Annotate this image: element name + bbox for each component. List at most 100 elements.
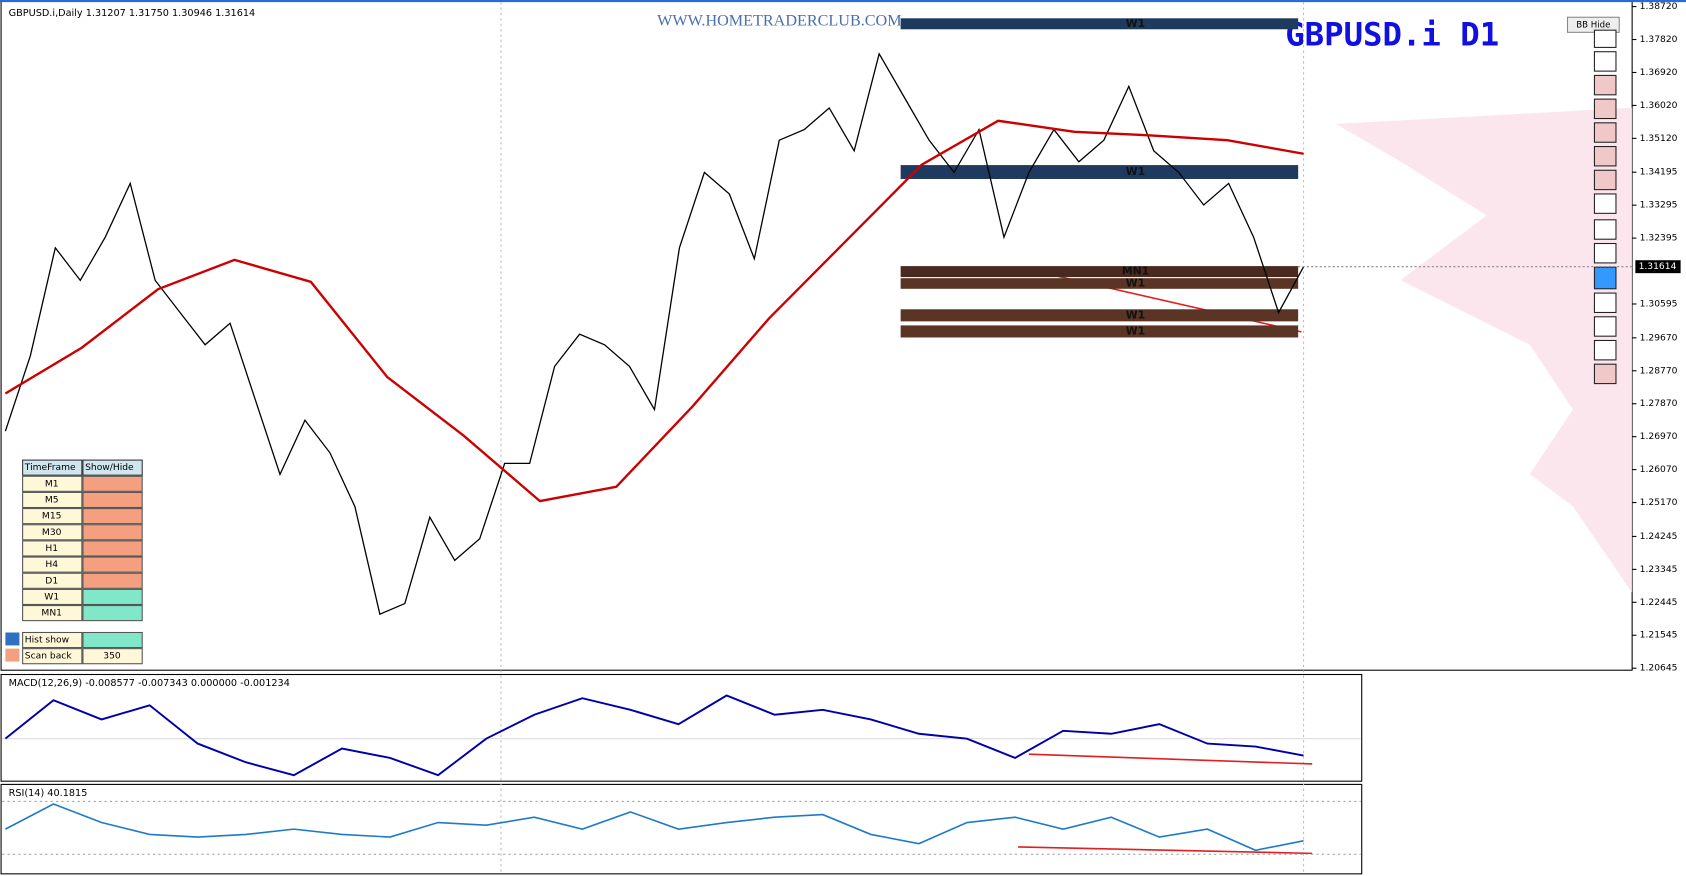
table-header-cell — [82, 459, 143, 476]
show-toggle[interactable] — [82, 588, 143, 606]
timeframe-cell[interactable] — [22, 588, 83, 606]
scan-cell — [22, 648, 83, 665]
timeframe-cell[interactable] — [22, 491, 83, 509]
timeframe-cell[interactable] — [22, 508, 83, 525]
current-price: 1.31614 — [1639, 262, 1677, 272]
y-tick-label: 1.28770 — [1640, 366, 1678, 376]
timeframe-label[interactable]: H4 — [45, 560, 58, 570]
table-header: Show/Hide — [85, 463, 134, 473]
timeframe-label[interactable]: M5 — [45, 495, 59, 505]
timeframe-label[interactable]: M15 — [42, 512, 62, 522]
show-toggle[interactable] — [82, 572, 143, 589]
y-tick-label: 1.34195 — [1640, 168, 1678, 178]
timeframe-label[interactable]: D1 — [45, 576, 58, 586]
show-toggle[interactable] — [82, 475, 143, 492]
tool-cut[interactable] — [1593, 363, 1617, 385]
tool-pen[interactable] — [1593, 74, 1617, 96]
header-text: GBPUSD.i,Daily 1.31207 1.31750 1.30946 1… — [9, 8, 256, 19]
timeframe-label[interactable]: MN1 — [41, 609, 62, 619]
hist-toggle[interactable] — [82, 631, 143, 649]
y-tick-label: 1.23345 — [1640, 565, 1678, 575]
tool-text[interactable] — [1593, 193, 1617, 214]
trendline — [1028, 753, 1313, 765]
zone — [900, 18, 1299, 30]
price-line — [4, 119, 1304, 503]
zone-label: W1 — [1126, 308, 1145, 321]
zone — [900, 309, 1299, 322]
timeframe-cell[interactable] — [22, 605, 83, 622]
tool-delete[interactable] — [1593, 242, 1617, 264]
rsi-line — [5, 803, 1304, 852]
y-tick-label: 1.35120 — [1640, 134, 1678, 144]
tool-fill[interactable] — [1593, 219, 1617, 240]
tool-color[interactable] — [1593, 266, 1617, 290]
price-panel — [0, 0, 1633, 671]
y-tick-label: 1.38720 — [1640, 2, 1678, 12]
symbol-title: GBPUSD.i D1 — [1285, 16, 1499, 54]
scan-icon[interactable] — [5, 648, 20, 662]
rsi-label: RSI(14) 40.1815 — [9, 788, 88, 799]
y-tick-label: 1.26970 — [1640, 432, 1678, 442]
show-toggle[interactable] — [82, 508, 143, 525]
timeframe-cell[interactable] — [22, 524, 83, 541]
zone-label: W1 — [1126, 324, 1145, 337]
macd-panel — [0, 673, 1363, 782]
table-header: TimeFrame — [24, 463, 76, 473]
y-tick-label: 1.33295 — [1640, 201, 1678, 211]
timeframe-cell[interactable] — [22, 572, 83, 589]
y-tick-label: 1.36920 — [1640, 68, 1678, 78]
tool-lines[interactable] — [1593, 98, 1617, 120]
tool-save[interactable] — [1593, 339, 1617, 361]
plot-layer: 1.38720 1.37820 1.36920 1.36020 1.35120 1.341… — [2, 2, 1681, 855]
show-toggle[interactable] — [82, 605, 143, 622]
zone — [900, 278, 1299, 289]
tool-cursor[interactable] — [1593, 51, 1617, 72]
zone — [900, 266, 1299, 278]
bb-hide-button[interactable] — [1566, 16, 1620, 33]
tool-clock[interactable] — [1593, 316, 1617, 337]
timeframe-label[interactable]: M30 — [42, 528, 62, 538]
zone — [900, 165, 1299, 179]
bb-hide-label[interactable]: BB Hide — [1576, 20, 1610, 30]
timeframe-label[interactable]: H1 — [45, 544, 58, 554]
scan-back-value[interactable]: 350 — [103, 652, 121, 662]
hist-cell — [22, 631, 83, 649]
show-toggle[interactable] — [82, 540, 143, 557]
timeframe-label[interactable]: M1 — [45, 479, 59, 489]
timeframe-label[interactable]: W1 — [44, 592, 59, 602]
zone-label: W1 — [1126, 276, 1145, 289]
tool-rect[interactable] — [1593, 146, 1617, 167]
y-tick-label: 1.36020 — [1640, 101, 1678, 111]
y-tick-label: 1.37820 — [1640, 35, 1678, 45]
y-tick-label: 1.29670 — [1640, 333, 1678, 343]
tool-width[interactable] — [1593, 292, 1617, 314]
timeframe-cell[interactable] — [22, 475, 83, 492]
y-tick-label: 1.26070 — [1640, 465, 1678, 475]
current-price-box — [1635, 260, 1681, 274]
price-line — [4, 52, 1305, 616]
zone-label: W1 — [1126, 165, 1145, 178]
show-toggle[interactable] — [82, 491, 143, 509]
show-toggle[interactable] — [82, 556, 143, 573]
hist-icon[interactable] — [5, 632, 20, 646]
hist-show: Hist show — [25, 636, 70, 646]
y-tick-label: 1.32395 — [1640, 234, 1678, 244]
volume-profile — [1335, 107, 1633, 593]
zone — [900, 325, 1299, 338]
macd-label: MACD(12,26,9) -0.008577 -0.007343 0.0000… — [9, 678, 290, 689]
y-tick-label: 1.30595 — [1640, 299, 1678, 309]
show-toggle[interactable] — [82, 524, 143, 541]
y-tick-label: 1.25170 — [1640, 498, 1678, 508]
timeframe-cell[interactable] — [22, 540, 83, 557]
tool-ellipse[interactable] — [1593, 169, 1617, 191]
timeframe-cell[interactable] — [22, 556, 83, 573]
trendline — [1018, 846, 1313, 855]
tool-close[interactable] — [1593, 29, 1617, 48]
scan-value-cell[interactable] — [82, 648, 143, 665]
zone-label: W1 — [1126, 17, 1145, 30]
tool-arrow[interactable] — [1593, 122, 1617, 143]
y-tick-label: 1.22445 — [1640, 598, 1678, 608]
y-tick-label: 1.24245 — [1640, 532, 1678, 542]
macd-line — [4, 694, 1304, 777]
